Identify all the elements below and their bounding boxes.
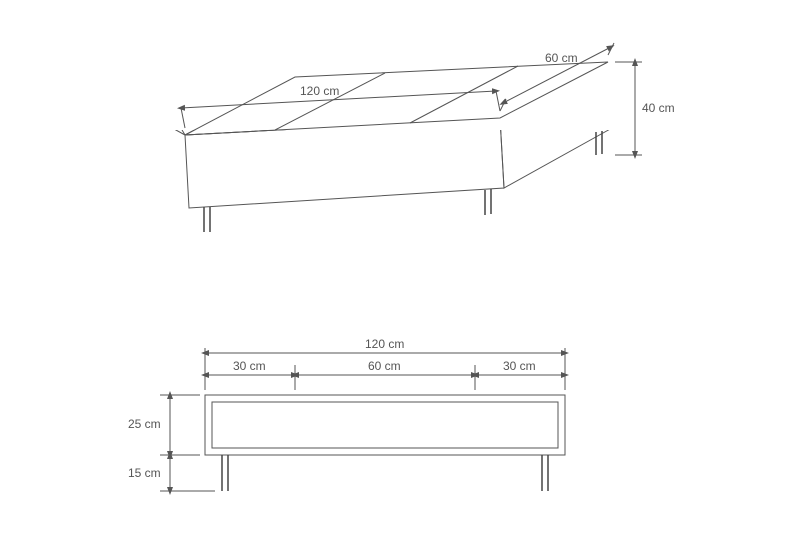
dim-front-120: 120 cm xyxy=(365,337,404,351)
dimension-drawing: 120 cm 60 cm 40 cm 120 cm xyxy=(0,0,800,533)
dim-width-120: 120 cm xyxy=(300,84,339,98)
dim-height-40: 40 cm xyxy=(642,101,675,115)
dim-front-30r: 30 cm xyxy=(503,359,536,373)
front-view: 120 cm 30 cm 60 cm 30 cm 25 cm 15 cm xyxy=(128,337,565,491)
dim-front-15: 15 cm xyxy=(128,466,161,480)
dim-front-25: 25 cm xyxy=(128,417,161,431)
dim-front-30l: 30 cm xyxy=(233,359,266,373)
dim-depth-60: 60 cm xyxy=(545,51,578,65)
perspective-view-clean: 120 cm 60 cm 40 cm xyxy=(100,20,700,260)
dim-front-60: 60 cm xyxy=(368,359,401,373)
